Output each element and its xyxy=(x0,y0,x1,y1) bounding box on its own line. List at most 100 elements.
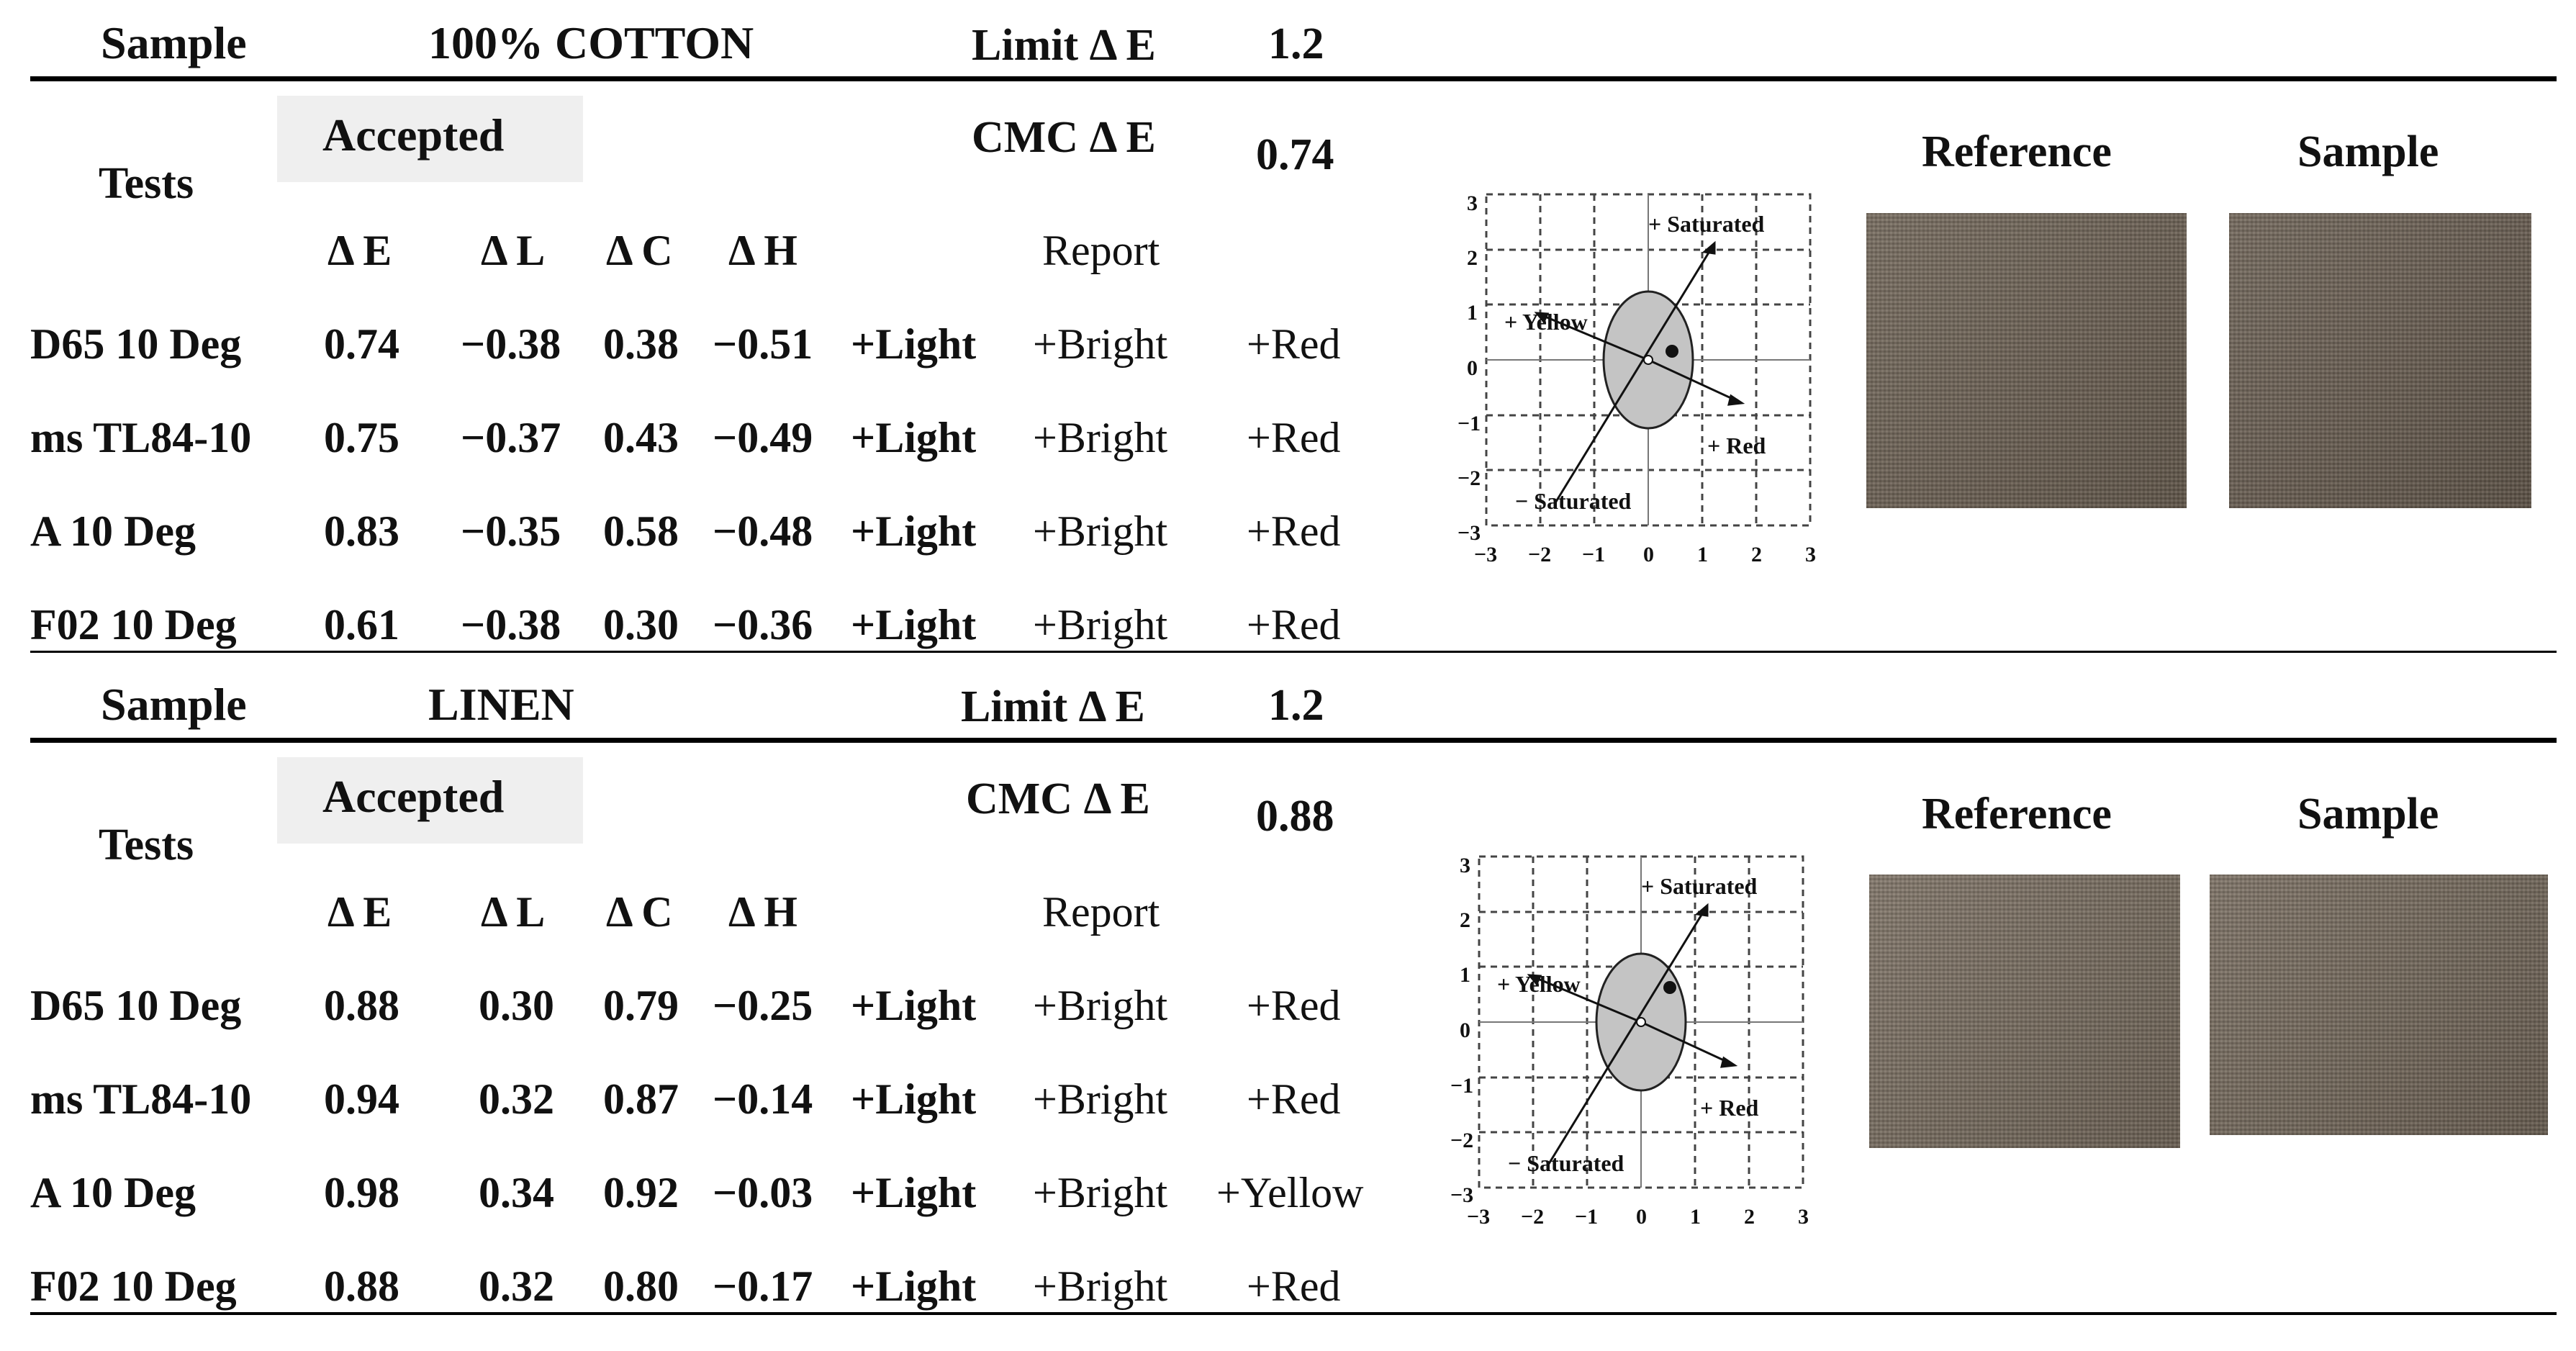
sample-label: Sample xyxy=(101,17,247,68)
label-saturated-positive: + Saturated xyxy=(1648,211,1765,237)
tick-label: 0 xyxy=(1467,356,1478,380)
report-chroma: +Bright xyxy=(1033,1169,1168,1216)
cell-dh: −0.48 xyxy=(713,507,813,555)
cell-dh: −0.03 xyxy=(713,1169,813,1216)
tick-label: 0 xyxy=(1636,1205,1647,1229)
cell-de: 0.74 xyxy=(324,320,399,368)
col-header-dl: Δ L xyxy=(481,888,546,936)
row-illuminant: D65 10 Deg xyxy=(30,320,242,368)
reference-fabric-image xyxy=(1866,213,2187,508)
status-highlight xyxy=(277,96,583,182)
label-saturated-negative: − Saturated xyxy=(1508,1150,1624,1176)
tick-label: −2 xyxy=(1521,1205,1544,1229)
report-lightness: +Light xyxy=(851,982,977,1029)
report-lightness: +Light xyxy=(851,320,977,368)
report-hue: +Red xyxy=(1247,601,1341,649)
cell-dl: 0.34 xyxy=(479,1169,554,1216)
report-hue: +Red xyxy=(1247,982,1341,1029)
tick-label: −3 xyxy=(1467,1205,1490,1229)
sample-image-label: Sample xyxy=(2297,127,2439,176)
label-yellow: + Yellow xyxy=(1504,309,1588,335)
cell-de: 0.88 xyxy=(324,982,399,1029)
tick-label: 0 xyxy=(1643,543,1654,566)
report-lightness: +Light xyxy=(851,601,977,649)
tick-label: −3 xyxy=(1474,543,1497,566)
cell-dh: −0.51 xyxy=(713,320,813,368)
tick-label: 2 xyxy=(1744,1205,1755,1229)
cell-de: 0.88 xyxy=(324,1262,399,1310)
limit-value: 1.2 xyxy=(1268,19,1324,68)
sample-fabric-image xyxy=(2229,213,2531,508)
footer-rule xyxy=(30,1312,2557,1315)
cmc-label: CMC Δ E xyxy=(972,113,1156,162)
report-hue: +Red xyxy=(1247,414,1341,461)
cell-dc: 0.43 xyxy=(603,414,679,461)
label-red: + Red xyxy=(1707,433,1766,458)
col-header-dc: Δ C xyxy=(606,227,673,274)
tick-label: 1 xyxy=(1697,543,1708,566)
cell-dh: −0.17 xyxy=(713,1262,813,1310)
sample-value: LINEN xyxy=(428,679,574,730)
tick-label: −3 xyxy=(1458,521,1481,545)
cell-de: 0.75 xyxy=(324,414,399,461)
cell-dh: −0.36 xyxy=(713,601,813,649)
tests-label: Tests xyxy=(99,159,194,208)
report-label: Report xyxy=(1042,888,1160,936)
col-header-de: Δ E xyxy=(327,227,392,274)
report-chroma: +Bright xyxy=(1033,601,1168,649)
report-hue: +Red xyxy=(1247,320,1341,368)
tick-label: −2 xyxy=(1528,543,1551,566)
limit-label: Limit Δ E xyxy=(961,682,1145,731)
report-label: Report xyxy=(1042,227,1160,274)
tick-label: 3 xyxy=(1460,854,1470,877)
tick-label: −2 xyxy=(1450,1129,1473,1152)
header-rule xyxy=(30,738,2557,743)
cell-de: 0.61 xyxy=(324,601,399,649)
reference-fabric-image xyxy=(1869,875,2180,1148)
color-difference-diagram: 3 2 1 0 −1 −2 −3 −3 −2 −1 0 1 2 3 + Satu… xyxy=(1458,191,1816,566)
tick-label: 3 xyxy=(1467,191,1478,215)
report-lightness: +Light xyxy=(851,507,977,555)
tick-label: 2 xyxy=(1460,908,1470,932)
header-rule xyxy=(30,76,2557,81)
status-badge: Accepted xyxy=(322,109,505,161)
tick-label: 3 xyxy=(1798,1205,1809,1229)
cell-de: 0.83 xyxy=(324,507,399,555)
report-hue: +Yellow xyxy=(1216,1169,1364,1216)
report-lightness: +Light xyxy=(851,414,977,461)
status-badge: Accepted xyxy=(322,771,505,822)
label-saturated-positive: + Saturated xyxy=(1641,873,1758,899)
sample-fabric-image xyxy=(2210,875,2548,1135)
sample-label: Sample xyxy=(101,679,247,730)
report-chroma: +Bright xyxy=(1033,1075,1168,1123)
row-illuminant: ms TL84-10 xyxy=(30,414,252,461)
cell-dc: 0.58 xyxy=(603,507,679,555)
cell-dl: −0.37 xyxy=(461,414,561,461)
report-lightness: +Light xyxy=(851,1262,977,1310)
cell-dc: 0.30 xyxy=(603,601,679,649)
reference-label: Reference xyxy=(1922,790,2112,839)
tick-label: −2 xyxy=(1458,466,1481,490)
row-illuminant: F02 10 Deg xyxy=(30,601,237,649)
tick-label: −3 xyxy=(1450,1183,1473,1207)
tick-label: −1 xyxy=(1450,1074,1473,1098)
label-yellow: + Yellow xyxy=(1497,971,1581,997)
color-difference-diagram: 3 2 1 0 −1 −2 −3 −3 −2 −1 0 1 2 3 + Satu… xyxy=(1450,854,1809,1229)
cell-dc: 0.38 xyxy=(603,320,679,368)
cell-de: 0.98 xyxy=(324,1169,399,1216)
cell-dh: −0.25 xyxy=(713,982,813,1029)
cell-dc: 0.92 xyxy=(603,1169,679,1216)
cell-dc: 0.79 xyxy=(603,982,679,1029)
cell-dl: −0.35 xyxy=(461,507,561,555)
report-chroma: +Bright xyxy=(1033,320,1168,368)
report-chroma: +Bright xyxy=(1033,414,1168,461)
cell-dl: 0.30 xyxy=(479,982,554,1029)
col-header-dc: Δ C xyxy=(606,888,673,936)
cell-dc: 0.80 xyxy=(603,1262,679,1310)
tick-label: −1 xyxy=(1458,412,1481,435)
col-header-dh: Δ H xyxy=(728,888,797,936)
status-highlight xyxy=(277,757,583,844)
report-chroma: +Bright xyxy=(1033,982,1168,1029)
limit-label: Limit Δ E xyxy=(972,21,1156,70)
tick-label: −1 xyxy=(1582,543,1605,566)
